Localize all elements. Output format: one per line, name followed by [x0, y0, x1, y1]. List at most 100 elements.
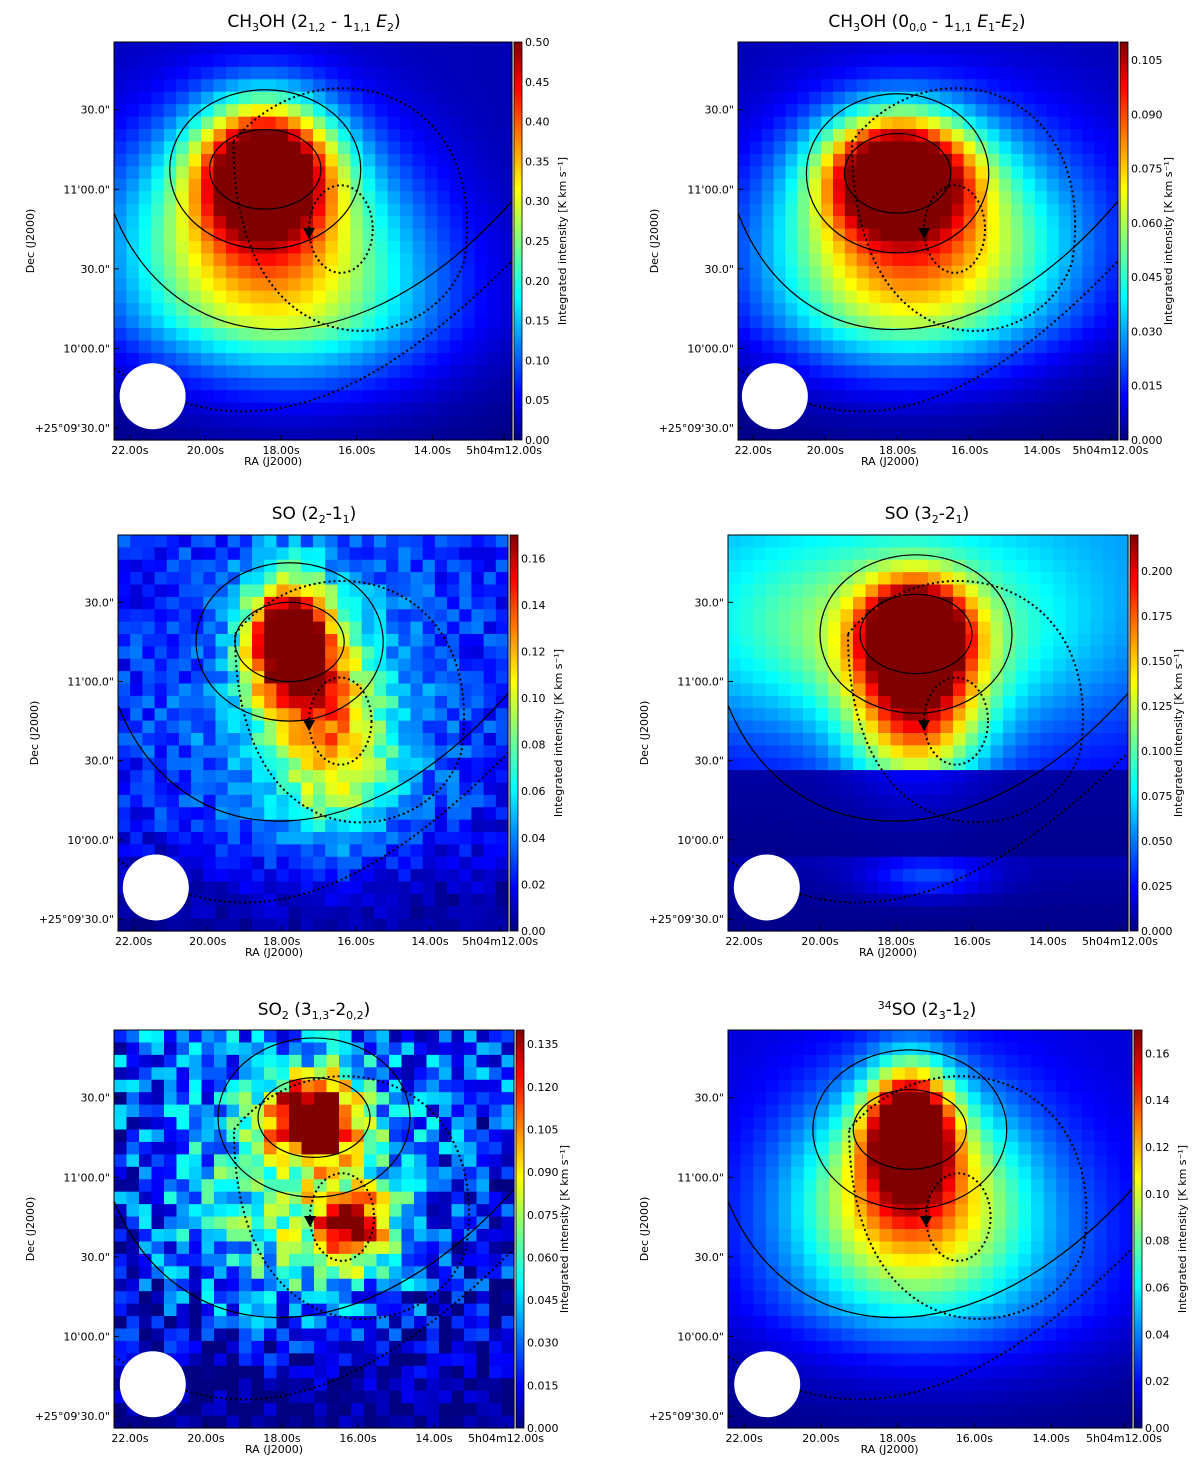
heatmap-cell — [313, 621, 326, 635]
heatmap-cell — [1090, 708, 1104, 722]
heatmap-cell — [474, 54, 488, 68]
heatmap-cell — [1046, 265, 1060, 279]
colorbar-tick-label: 0.20 — [525, 275, 550, 288]
heatmap-cell — [951, 42, 965, 56]
heatmap-cell — [227, 683, 241, 697]
heatmap-cell — [351, 1216, 365, 1230]
heatmap-cell — [904, 278, 917, 292]
heatmap-cell — [376, 1104, 390, 1118]
heatmap-cell — [1011, 377, 1024, 391]
heatmap-cell — [963, 42, 977, 56]
heatmap-cell — [375, 216, 389, 230]
heatmap-cell — [487, 116, 501, 130]
heatmap-cell — [844, 42, 858, 56]
heatmap-cell — [337, 129, 351, 143]
heatmap-cell — [387, 104, 401, 118]
heatmap-cell — [203, 609, 217, 623]
heatmap-cell — [483, 609, 497, 623]
heatmap-cell — [276, 547, 290, 561]
heatmap-cell — [999, 377, 1012, 391]
heatmap-cell — [1028, 535, 1042, 548]
heatmap-cell — [349, 621, 363, 635]
heatmap-cell — [191, 683, 204, 697]
heatmap-cell — [1078, 733, 1092, 746]
heatmap-cell — [176, 42, 190, 56]
heatmap-cell — [250, 427, 264, 441]
heatmap-cell — [213, 191, 227, 205]
heatmap-cell — [401, 1030, 415, 1044]
heatmap-cell — [765, 671, 779, 685]
heatmap-cell — [928, 42, 941, 56]
heatmap-cell — [953, 893, 967, 907]
heatmap-cell — [462, 191, 476, 205]
heatmap-cell — [422, 634, 436, 647]
heatmap-cell — [495, 832, 509, 845]
heatmap-cell — [1034, 427, 1048, 441]
heatmap-cell — [250, 241, 264, 255]
heatmap-cell — [300, 634, 314, 647]
heatmap-cell — [276, 1030, 290, 1044]
heatmap-cell — [191, 844, 204, 858]
heatmap-cell — [999, 415, 1012, 429]
heatmap-cell — [880, 377, 893, 391]
heatmap-cell — [201, 1204, 215, 1218]
heatmap-cell — [499, 178, 513, 192]
heatmap-cell — [489, 1216, 503, 1230]
heatmap-cell — [476, 1229, 490, 1243]
heatmap-cell — [809, 42, 822, 56]
heatmap-cell — [130, 584, 143, 598]
heatmap-cell — [728, 671, 742, 685]
heatmap-cell — [999, 340, 1012, 354]
heatmap-cell — [238, 153, 252, 167]
colorbar-tick-label: 0.30 — [525, 195, 550, 208]
heatmap-cell — [904, 79, 917, 93]
heatmap-cell — [326, 1204, 340, 1218]
heatmap-cell — [1023, 253, 1036, 267]
heatmap-cell — [437, 328, 451, 342]
heatmap-cell — [375, 203, 389, 217]
heatmap-cell — [401, 1042, 415, 1056]
heatmap-cell — [276, 733, 290, 746]
heatmap-cell — [501, 1291, 515, 1305]
heatmap-cell — [765, 658, 779, 672]
heatmap-cell — [398, 832, 412, 845]
heatmap-cell — [928, 178, 941, 192]
heatmap-cell — [1023, 104, 1036, 118]
heatmap-cell — [761, 191, 775, 205]
colorbar — [1129, 534, 1139, 932]
heatmap-cell — [999, 191, 1012, 205]
heatmap-cell — [903, 782, 917, 796]
heatmap-cell — [1053, 782, 1067, 796]
heatmap-cell — [337, 893, 351, 907]
heatmap-cell — [459, 634, 473, 647]
heatmap-cell — [350, 427, 364, 441]
heatmap-cell — [239, 1229, 253, 1243]
heatmap-cell — [178, 621, 192, 635]
heatmap-cell — [412, 290, 426, 304]
heatmap-cell — [410, 906, 424, 920]
heatmap-cell — [495, 770, 509, 784]
heatmap-cell — [325, 782, 338, 796]
heatmap-cell — [1053, 869, 1067, 883]
heatmap-cell — [951, 290, 965, 304]
heatmap-cell — [1106, 203, 1119, 217]
heatmap-cell — [975, 54, 988, 68]
heatmap-cell — [856, 365, 870, 379]
heatmap-cell — [414, 1154, 428, 1168]
heatmap-cell — [740, 832, 754, 845]
heatmap-cell — [761, 116, 775, 130]
heatmap-cell — [439, 1079, 453, 1093]
heatmap-cell — [201, 1179, 215, 1193]
heatmap-cell — [890, 918, 904, 932]
heatmap-cell — [437, 228, 451, 242]
heatmap-cell — [953, 794, 967, 808]
heatmap-cell — [856, 42, 870, 56]
heatmap-cell — [749, 216, 763, 230]
heatmap-cell — [203, 844, 217, 858]
heatmap-cell — [349, 733, 363, 746]
heatmap-cell — [389, 1117, 403, 1131]
heatmap-cell — [361, 708, 375, 722]
heatmap-cell — [821, 153, 834, 167]
heatmap-cell — [178, 535, 192, 548]
heatmap-cell — [487, 303, 501, 317]
